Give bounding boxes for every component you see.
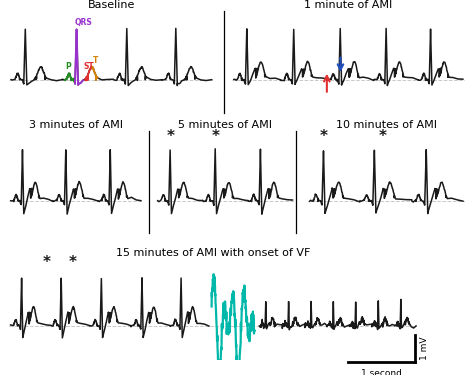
Title: 10 minutes of AMI: 10 minutes of AMI bbox=[336, 120, 437, 130]
Text: *: * bbox=[320, 129, 328, 144]
Title: 3 minutes of AMI: 3 minutes of AMI bbox=[29, 120, 123, 130]
Text: 1 second: 1 second bbox=[361, 369, 402, 375]
Text: ST: ST bbox=[84, 62, 95, 71]
Text: 1 mV: 1 mV bbox=[420, 337, 429, 360]
Title: 1 minute of AMI: 1 minute of AMI bbox=[304, 0, 392, 10]
Title: 5 minutes of AMI: 5 minutes of AMI bbox=[178, 120, 272, 130]
Text: *: * bbox=[212, 129, 220, 144]
Title: 15 minutes of AMI with onset of VF: 15 minutes of AMI with onset of VF bbox=[116, 248, 310, 258]
Title: Baseline: Baseline bbox=[88, 0, 135, 10]
Text: *: * bbox=[43, 255, 51, 270]
Text: *: * bbox=[68, 255, 76, 270]
Text: QRS: QRS bbox=[74, 18, 92, 27]
Text: *: * bbox=[166, 129, 174, 144]
Text: T: T bbox=[93, 56, 99, 65]
Text: P: P bbox=[65, 62, 71, 71]
Text: *: * bbox=[378, 129, 386, 144]
